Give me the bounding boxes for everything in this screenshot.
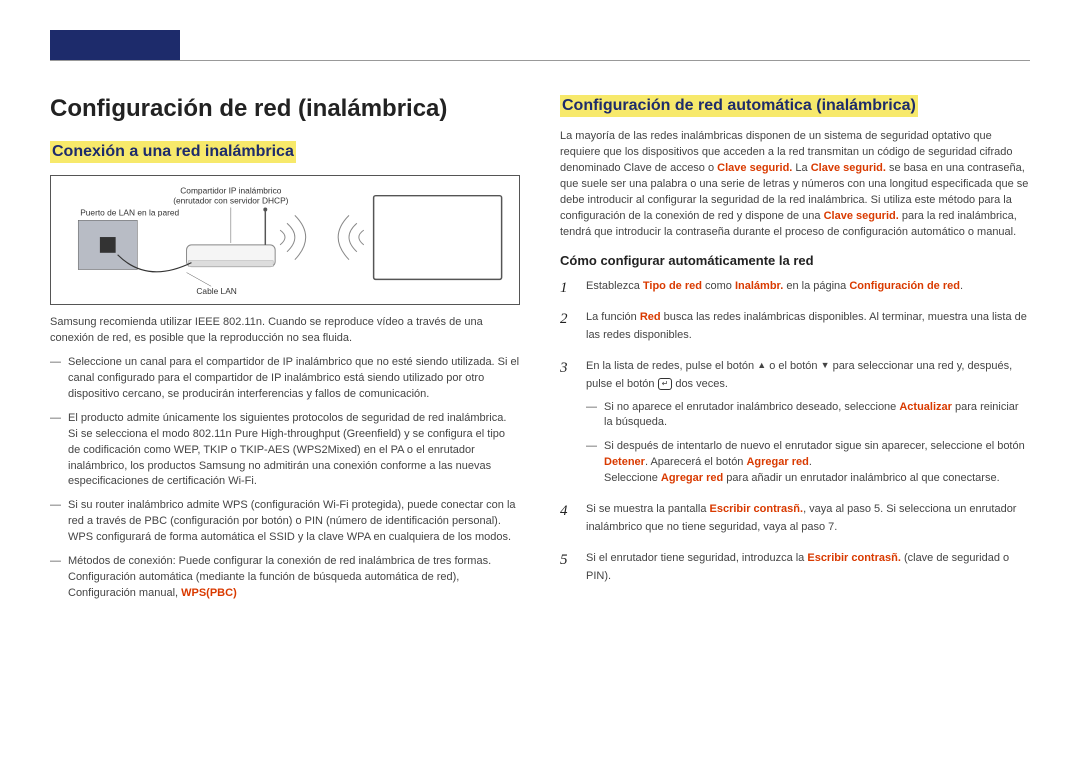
down-arrow-icon: ▼ xyxy=(821,360,830,370)
enter-icon: ↵ xyxy=(658,378,673,390)
right-column: Configuración de red automática (inalámb… xyxy=(560,95,1030,723)
top-rule xyxy=(50,60,1030,61)
subheading-howto: Cómo configurar automáticamente la red xyxy=(560,253,1030,268)
list-item: Si después de intentarlo de nuevo el enr… xyxy=(586,439,1030,487)
page-content: Configuración de red (inalámbrica) Conex… xyxy=(50,95,1030,723)
diagram-router-label2: (enrutador con servidor DHCP) xyxy=(173,196,288,206)
diagram-cable-label: Cable LAN xyxy=(196,286,236,296)
up-arrow-icon: ▲ xyxy=(757,360,766,370)
wps-pbc-label: WPS(PBC) xyxy=(181,587,237,599)
list-item: Seleccione un canal para el compartidor … xyxy=(50,355,520,403)
step-item: Si se muestra la pantalla Escribir contr… xyxy=(560,501,1030,536)
left-intro-text: Samsung recomienda utilizar IEEE 802.11n… xyxy=(50,315,520,347)
section-heading-auto: Configuración de red automática (inalámb… xyxy=(560,95,918,117)
step-item: Establezca Tipo de red como Inalámbr. en… xyxy=(560,278,1030,296)
list-item: Si no aparece el enrutador inalámbrico d… xyxy=(586,400,1030,432)
steps-list: Establezca Tipo de red como Inalámbr. en… xyxy=(560,278,1030,586)
step-item: La función Red busca las redes inalámbri… xyxy=(560,309,1030,344)
list-item: Métodos de conexión: Puede configurar la… xyxy=(50,554,520,602)
list-item: Si su router inalámbrico admite WPS (con… xyxy=(50,498,520,546)
diagram-wallport-label: Puerto de LAN en la pared xyxy=(80,207,179,217)
left-column: Configuración de red (inalámbrica) Conex… xyxy=(50,95,520,723)
list-item: El producto admite únicamente los siguie… xyxy=(50,411,520,491)
accent-bar xyxy=(50,30,180,60)
section-heading-connection: Conexión a una red inalámbrica xyxy=(50,141,296,163)
right-intro-text: La mayoría de las redes inalámbricas dis… xyxy=(560,129,1030,241)
wireless-diagram: Compartidor IP inalámbrico (enrutador co… xyxy=(50,175,520,305)
step-item: En la lista de redes, pulse el botón ▲ o… xyxy=(560,358,1030,487)
left-bullet-list: Seleccione un canal para el compartidor … xyxy=(50,355,520,602)
step-item: Si el enrutador tiene seguridad, introdu… xyxy=(560,550,1030,585)
page-title: Configuración de red (inalámbrica) xyxy=(50,95,520,123)
diagram-router-label1: Compartidor IP inalámbrico xyxy=(180,186,281,196)
